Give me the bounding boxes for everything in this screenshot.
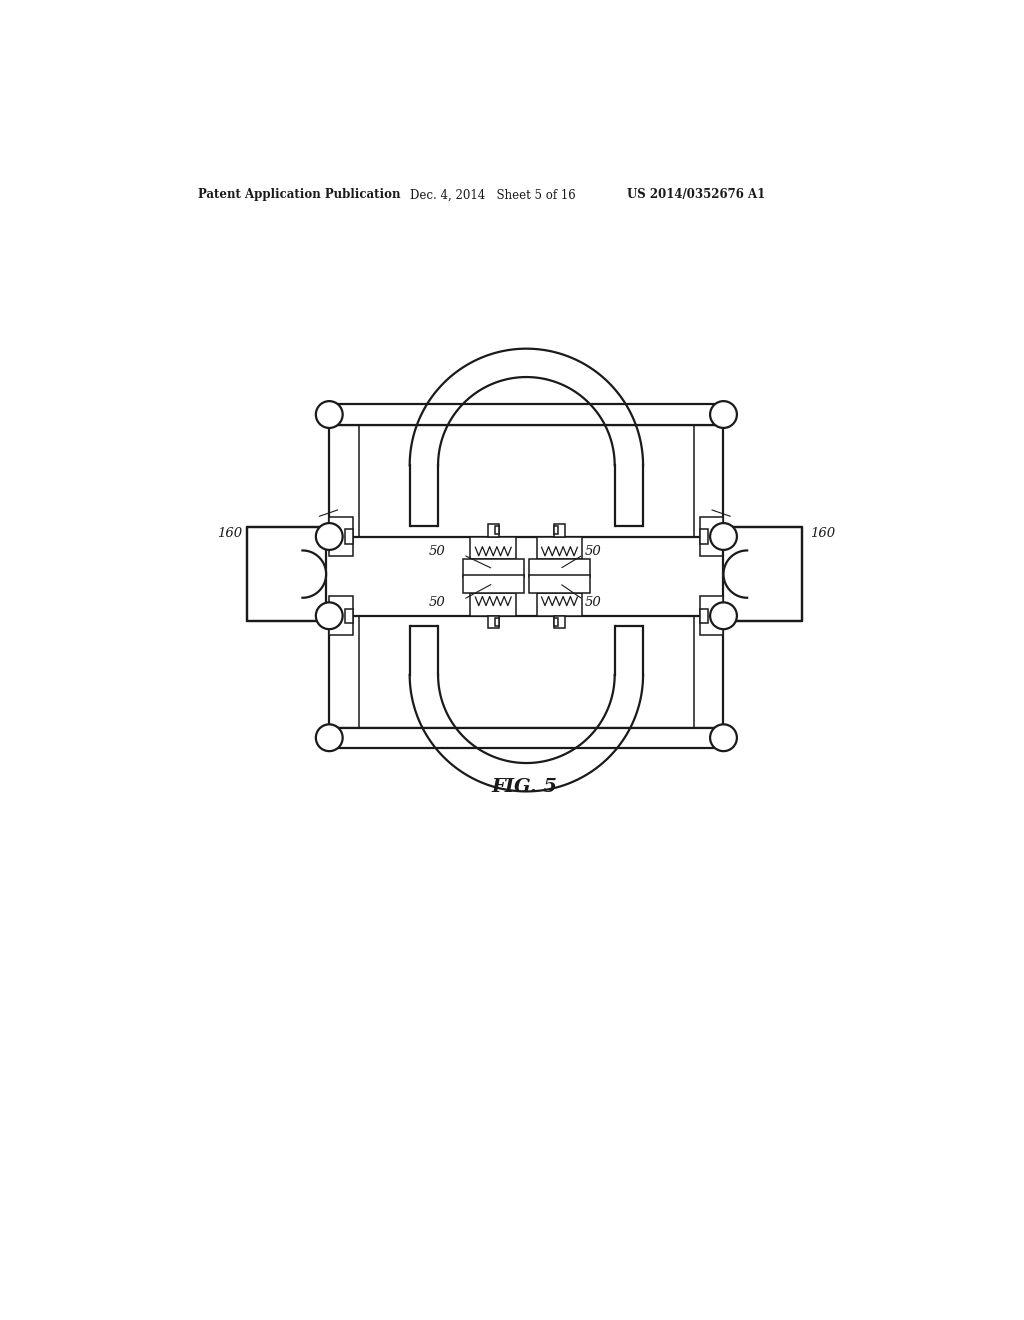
Text: 50: 50 <box>429 545 446 558</box>
Text: Dec. 4, 2014   Sheet 5 of 16: Dec. 4, 2014 Sheet 5 of 16 <box>411 189 577 202</box>
Bar <box>495 527 499 535</box>
Bar <box>699 609 708 623</box>
Bar <box>330 425 724 536</box>
Bar <box>470 536 516 558</box>
Bar <box>463 558 524 577</box>
Bar <box>554 618 558 626</box>
Bar <box>463 576 524 594</box>
Bar <box>330 727 724 748</box>
Bar <box>554 527 558 535</box>
Bar <box>247 528 326 620</box>
Circle shape <box>315 602 343 630</box>
Bar <box>554 615 565 628</box>
Bar <box>487 615 499 628</box>
Circle shape <box>710 602 737 630</box>
Text: 50: 50 <box>585 597 601 609</box>
Text: US 2014/0352676 A1: US 2014/0352676 A1 <box>628 189 766 202</box>
Bar <box>699 517 724 556</box>
Bar <box>345 609 353 623</box>
Circle shape <box>710 725 737 751</box>
Circle shape <box>315 401 343 428</box>
Bar <box>724 528 803 620</box>
Bar <box>330 517 353 556</box>
Bar <box>487 524 499 536</box>
Bar <box>699 529 708 544</box>
Bar <box>330 404 724 425</box>
Circle shape <box>710 523 737 550</box>
Text: 160: 160 <box>217 527 243 540</box>
Text: Patent Application Publication: Patent Application Publication <box>198 189 400 202</box>
Bar <box>495 618 499 626</box>
Bar <box>528 576 590 594</box>
Polygon shape <box>302 550 326 598</box>
Bar <box>699 597 724 635</box>
Bar <box>345 529 353 544</box>
Bar <box>470 594 516 615</box>
Bar <box>528 558 590 577</box>
Text: FIG. 5: FIG. 5 <box>492 777 558 796</box>
Text: 160: 160 <box>810 527 836 540</box>
Text: 50: 50 <box>585 545 601 558</box>
Circle shape <box>315 725 343 751</box>
Bar <box>330 597 353 635</box>
Text: 50: 50 <box>429 597 446 609</box>
Bar <box>330 615 724 727</box>
Bar <box>537 594 583 615</box>
Bar <box>554 524 565 536</box>
Polygon shape <box>724 550 748 598</box>
Circle shape <box>710 401 737 428</box>
Bar <box>537 536 583 558</box>
Circle shape <box>315 523 343 550</box>
